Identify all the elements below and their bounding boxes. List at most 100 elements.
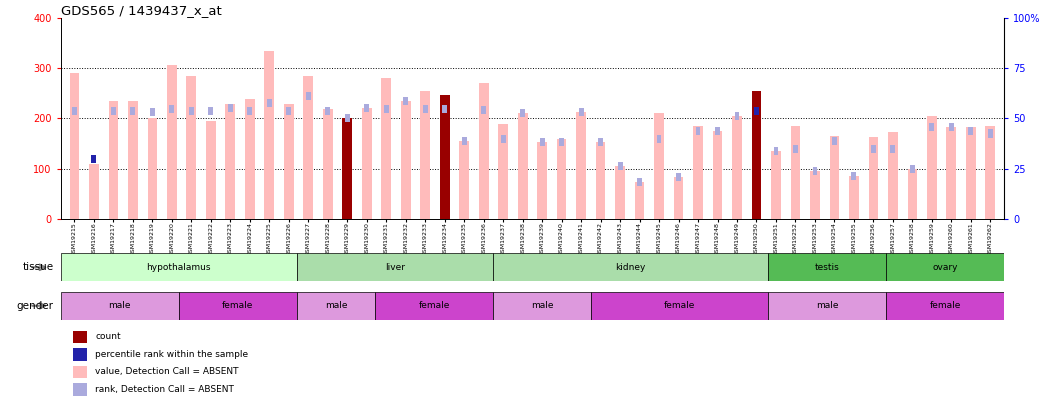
Bar [693,126,703,219]
Bar [674,177,683,219]
Bar [187,76,196,219]
Text: female: female [930,301,961,310]
Bar [247,107,253,115]
Text: male: male [325,301,347,310]
Bar [910,164,915,173]
Bar [209,107,214,115]
Bar [715,127,720,135]
Text: rank, Detection Call = ABSENT: rank, Detection Call = ABSENT [95,385,235,394]
Bar [851,172,856,180]
Bar [518,113,527,219]
Bar [713,131,722,219]
Text: female: female [664,301,696,310]
FancyBboxPatch shape [375,292,493,320]
Bar [72,107,77,115]
Bar [948,123,954,131]
Bar [657,134,661,143]
Bar [245,99,255,219]
Bar [267,99,271,107]
FancyBboxPatch shape [886,292,1004,320]
FancyBboxPatch shape [493,253,768,281]
Bar [595,142,606,219]
Bar [442,105,447,113]
Bar [598,138,603,146]
Bar [771,151,781,219]
Bar [365,104,369,113]
Text: female: female [222,301,254,310]
Bar [69,73,80,219]
Text: liver: liver [385,263,405,272]
Bar [615,166,625,219]
Bar [362,109,372,219]
Bar [89,164,99,219]
Bar [73,366,87,378]
Bar [755,107,759,115]
Bar [130,107,135,115]
FancyBboxPatch shape [768,292,886,320]
Text: male: male [109,301,131,310]
Bar [849,176,858,219]
Bar [73,348,87,361]
FancyBboxPatch shape [61,253,297,281]
Bar [73,384,87,396]
Bar [751,91,761,219]
Bar [381,79,391,219]
Bar [128,101,137,219]
Bar [189,107,194,115]
Bar [773,147,779,155]
FancyBboxPatch shape [178,292,297,320]
Bar [968,127,974,135]
Bar [985,126,996,219]
Bar [966,127,976,219]
Bar [501,134,505,143]
Text: count: count [95,332,122,341]
Bar [733,116,742,219]
Bar [264,51,275,219]
Bar [617,162,623,170]
Bar [830,136,839,219]
Text: GDS565 / 1439437_x_at: GDS565 / 1439437_x_at [61,4,221,17]
Bar [206,121,216,219]
Bar [148,119,157,219]
Bar [227,104,233,113]
Bar [170,105,174,113]
Bar [498,124,508,219]
FancyBboxPatch shape [297,253,493,281]
Bar [635,182,645,219]
FancyBboxPatch shape [768,253,886,281]
Bar [578,108,584,116]
Bar [304,76,313,219]
Bar [891,145,895,153]
Text: male: male [816,301,838,310]
Bar [323,109,332,219]
Bar [540,138,545,146]
Text: tissue: tissue [22,262,53,272]
Bar [150,108,155,116]
Bar [654,113,664,219]
Bar [871,145,876,153]
Text: female: female [418,301,450,310]
Bar [676,173,681,181]
Bar [109,101,118,219]
Bar [927,116,937,219]
Bar [422,105,428,113]
Bar [520,109,525,117]
Bar [988,130,992,138]
Bar [111,107,116,115]
Text: testis: testis [814,263,839,272]
Bar [343,119,352,219]
Text: gender: gender [17,301,53,311]
Bar [946,127,956,219]
Text: value, Detection Call = ABSENT: value, Detection Call = ABSENT [95,367,239,376]
Bar [167,65,177,219]
Bar [440,96,450,219]
Bar [869,137,878,219]
Bar [930,124,935,132]
Bar [538,142,547,219]
Bar [345,115,350,122]
Bar [888,132,898,219]
Bar [400,101,411,219]
FancyBboxPatch shape [493,292,591,320]
FancyBboxPatch shape [297,292,375,320]
Bar [560,138,564,146]
